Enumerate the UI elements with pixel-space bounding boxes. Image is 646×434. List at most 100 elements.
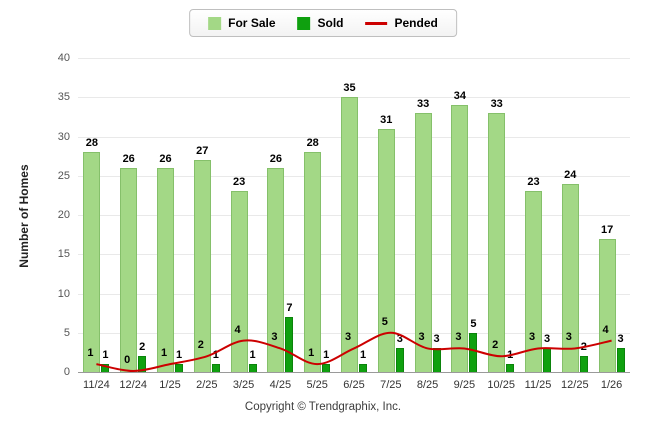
- bar-for-sale: [157, 167, 174, 372]
- legend-label-pended: Pended: [394, 16, 438, 30]
- x-axis-tick-label: 4/25: [269, 379, 292, 391]
- x-axis-tick-label: 7/25: [380, 379, 402, 391]
- pended-value-label: 5: [381, 315, 388, 328]
- for-sale-swatch-icon: [208, 16, 222, 30]
- bar-for-sale: [525, 191, 542, 372]
- pended-value-label: 0: [124, 354, 131, 366]
- plot-area: 0 5 10 15 20 25 30 35 40 28 1 11/24 26 2 12/24 26 1 1/25 2…: [58, 52, 630, 391]
- for-sale-value-label: 23: [527, 176, 540, 189]
- legend: For Sale Sold Pended: [189, 9, 457, 37]
- pended-value-label: 3: [418, 331, 425, 344]
- bar-sold: [469, 332, 478, 372]
- bar-for-sale: [598, 238, 616, 372]
- for-sale-value-label: 33: [490, 97, 503, 110]
- sold-value-label: 3: [543, 333, 551, 346]
- y-axis-tick-label: 30: [57, 130, 70, 143]
- sold-value-label: 7: [286, 302, 293, 315]
- x-axis-tick-label: 12/24: [119, 379, 147, 391]
- x-axis-tick-label: 10/25: [487, 379, 515, 391]
- bar-sold: [616, 348, 625, 372]
- bar-sold: [322, 364, 331, 372]
- for-sale-value-label: 26: [122, 152, 135, 165]
- sold-value-label: 1: [249, 349, 256, 362]
- bar-sold: [359, 364, 367, 372]
- for-sale-value-label: 31: [380, 113, 393, 126]
- pended-line-swatch-icon: [365, 21, 388, 25]
- y-axis-title: Number of Homes: [17, 164, 31, 268]
- y-axis-tick-label: 25: [57, 169, 70, 182]
- y-axis-tick-label: 10: [57, 287, 70, 300]
- bar-for-sale: [341, 97, 358, 372]
- bar-sold: [248, 364, 257, 372]
- bar-for-sale: [561, 183, 579, 372]
- x-axis-tick-label: 6/25: [343, 379, 365, 391]
- pended-value-label: 3: [528, 331, 536, 344]
- for-sale-value-label: 35: [343, 82, 356, 95]
- legend-item-pended: Pended: [365, 16, 438, 30]
- pended-value-label: 3: [565, 331, 572, 344]
- x-axis-tick-label: 11/24: [83, 379, 110, 391]
- for-sale-value-label: 33: [416, 97, 430, 110]
- pended-value-label: 4: [234, 323, 241, 336]
- sold-value-label: 1: [212, 349, 219, 362]
- legend-label-sold: Sold: [317, 16, 344, 30]
- sold-value-label: 3: [617, 333, 624, 346]
- bar-for-sale: [120, 167, 138, 372]
- bar-sold: [175, 364, 183, 372]
- sold-value-label: 1: [102, 349, 109, 362]
- gridline: [78, 58, 630, 59]
- y-axis-tick-label: 40: [57, 52, 70, 64]
- y-axis-tick-label: 35: [57, 91, 70, 104]
- for-sale-value-label: 27: [196, 145, 209, 158]
- x-axis-tick-label: 2/25: [196, 379, 218, 391]
- copyright: Copyright © Trendgraphix, Inc.: [244, 401, 402, 413]
- x-axis-tick-label: 3/25: [232, 379, 255, 391]
- sold-value-label: 3: [396, 333, 403, 346]
- bar-for-sale: [488, 112, 506, 372]
- bar-for-sale: [230, 191, 248, 372]
- pended-value-label: 1: [160, 347, 168, 360]
- bar-sold: [138, 356, 147, 372]
- x-axis-tick-label: 11/25: [524, 379, 552, 391]
- pended-value-label: 2: [492, 339, 499, 352]
- bar-for-sale: [304, 152, 322, 372]
- for-sale-value-label: 26: [269, 152, 283, 165]
- sold-value-label: 5: [470, 317, 477, 330]
- sold-value-label: 1: [323, 349, 330, 362]
- bar-sold: [211, 364, 220, 372]
- y-axis-tick-label: 20: [57, 209, 70, 221]
- pended-value-label: 2: [197, 339, 204, 352]
- y-axis-tick-label: 5: [63, 326, 70, 339]
- bar-sold: [285, 317, 294, 372]
- pended-value-label: 3: [344, 331, 352, 344]
- x-axis-tick-label: 8/25: [416, 379, 439, 391]
- x-axis-tick-label: 12/25: [561, 379, 589, 391]
- pended-value-label: 4: [602, 323, 609, 336]
- x-axis-tick-label: 5/25: [306, 379, 328, 391]
- legend-item-sold: Sold: [297, 16, 344, 30]
- bar-sold: [506, 364, 515, 372]
- for-sale-value-label: 17: [600, 223, 614, 236]
- for-sale-value-label: 28: [306, 137, 319, 150]
- pended-value-label: 3: [271, 331, 278, 344]
- for-sale-value-label: 23: [232, 176, 246, 189]
- pended-value-label: 1: [87, 347, 94, 360]
- for-sale-value-label: 26: [159, 152, 172, 165]
- bar-for-sale: [414, 112, 432, 372]
- sold-value-label: 1: [175, 349, 183, 362]
- y-axis-tick-label: 15: [57, 248, 70, 261]
- sold-swatch-icon: [297, 16, 311, 30]
- bar-for-sale: [83, 152, 101, 372]
- bar-for-sale: [451, 105, 469, 372]
- bar-for-sale: [193, 160, 211, 372]
- y-axis-tick-label: 0: [63, 366, 70, 378]
- sold-value-label: 2: [139, 341, 146, 354]
- bar-sold: [579, 356, 588, 372]
- bar-for-sale: [377, 128, 395, 372]
- pended-value-label: 3: [455, 331, 462, 344]
- for-sale-value-label: 28: [85, 137, 99, 150]
- x-axis-tick-label: 1/25: [159, 379, 181, 391]
- sold-value-label: 1: [359, 349, 367, 362]
- bar-sold: [395, 348, 404, 372]
